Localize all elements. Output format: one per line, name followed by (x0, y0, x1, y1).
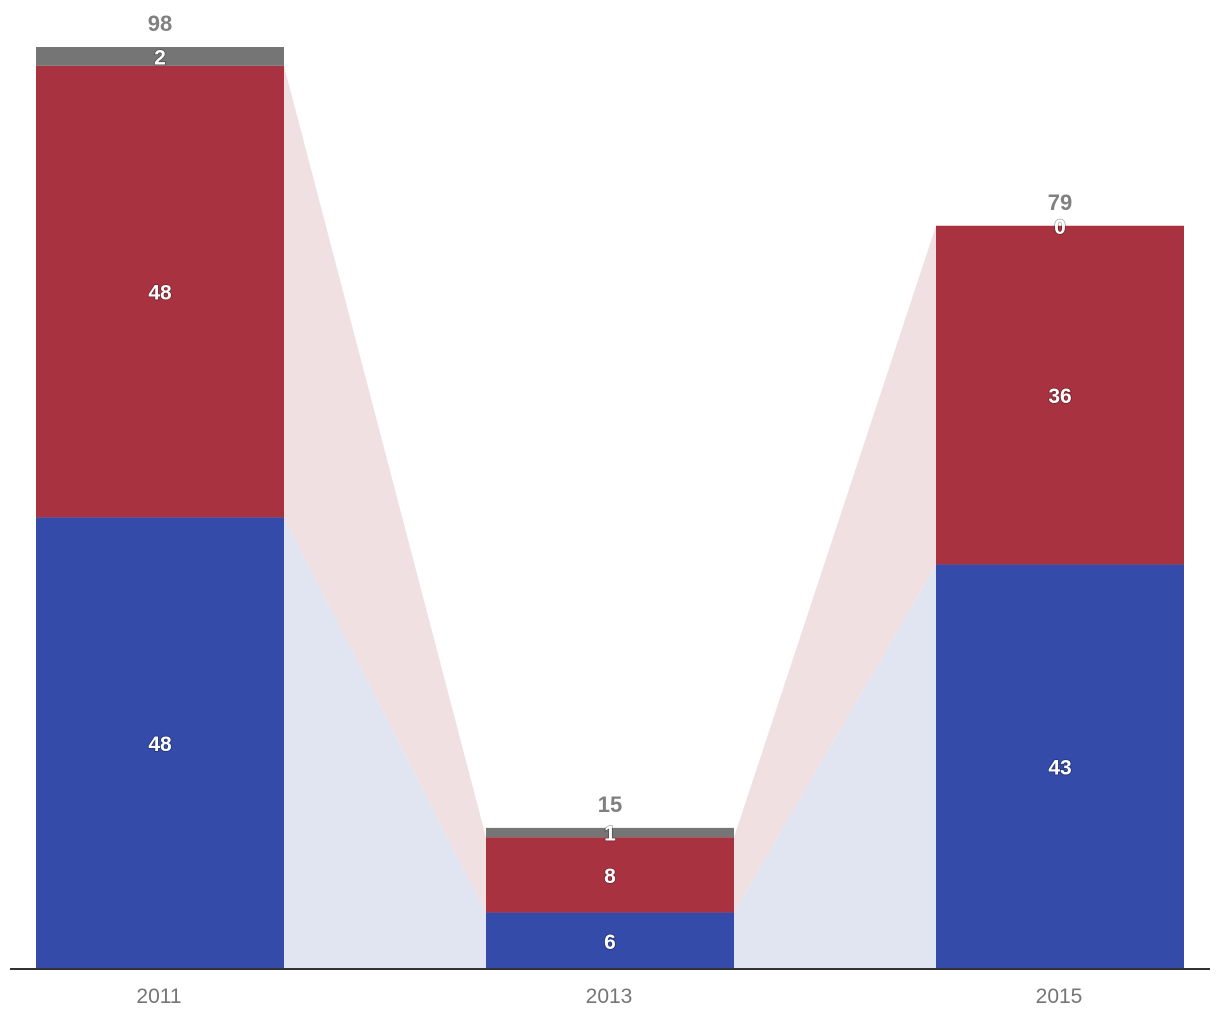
band-red-2013-2015 (734, 225, 936, 913)
x-tick-label-2015: 2015 (1036, 985, 1083, 1008)
segment-label-2015-red: 36 (1048, 385, 1071, 408)
bar-2015-blue (936, 564, 1184, 969)
segment-label-2015-blue: 43 (1048, 757, 1071, 780)
total-labels: 98 15 79 (148, 11, 1072, 817)
bar-2013-blue (486, 912, 734, 969)
segment-label-2011-red: 48 (148, 282, 172, 305)
total-label-2015: 79 (1048, 190, 1072, 215)
bar-2011-red (36, 65, 284, 518)
band-blue-2013-2015 (734, 564, 936, 969)
segment-labels: 48 48 2 6 8 1 43 36 0 (148, 46, 1073, 955)
x-tick-label-2013: 2013 (586, 985, 633, 1008)
x-tick-labels: 2011 2013 2015 (136, 985, 1082, 1008)
segment-label-2011-blue: 48 (148, 733, 172, 756)
band-blue-2011-2013 (284, 517, 486, 969)
bar-2011-gray (36, 47, 284, 66)
bar-2011-blue (36, 517, 284, 969)
connector-bands (284, 65, 936, 969)
total-label-2011: 98 (148, 11, 172, 36)
segment-label-2013-gray: 1 (604, 823, 616, 846)
band-red-2011-2013 (284, 65, 486, 913)
segment-label-2013-blue: 6 (604, 931, 616, 954)
bar-2013-red (486, 837, 734, 913)
total-label-2013: 15 (598, 792, 622, 817)
bars (36, 47, 1184, 969)
x-tick-label-2011: 2011 (136, 985, 181, 1008)
segment-label-2015-gray: 0 (1054, 216, 1066, 239)
bar-2013-gray (486, 827, 734, 838)
bar-2015-red (936, 225, 1184, 565)
segment-label-2013-red: 8 (604, 865, 616, 888)
segment-label-2011-gray: 2 (154, 46, 166, 69)
